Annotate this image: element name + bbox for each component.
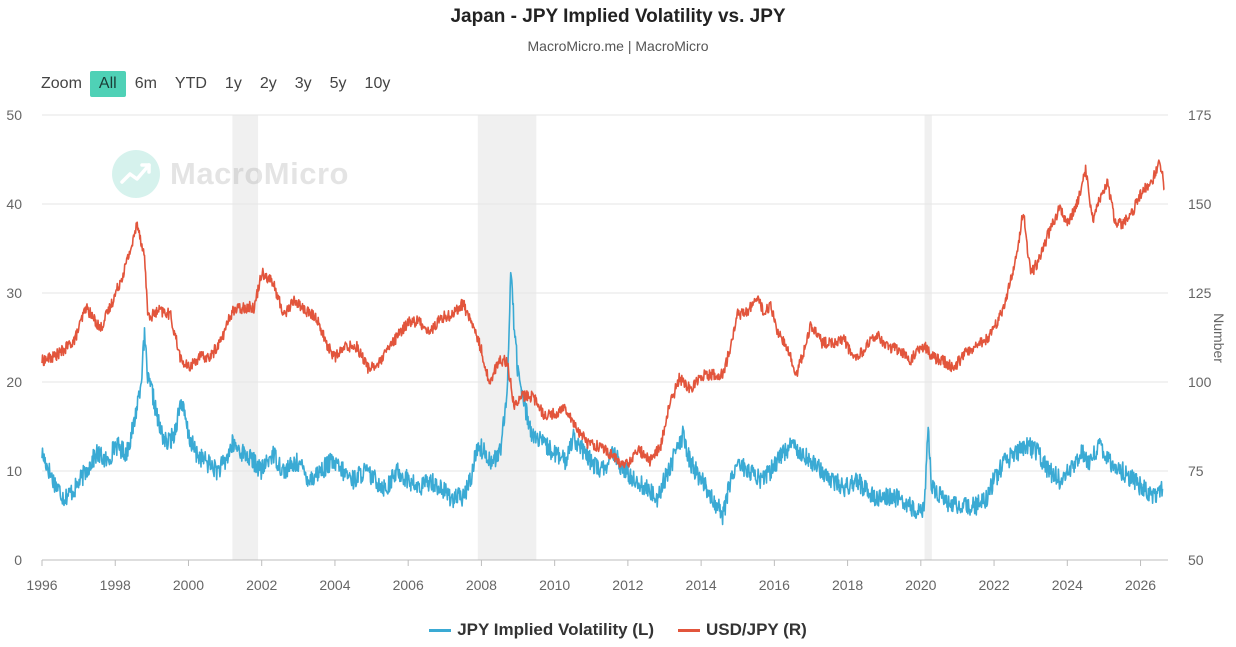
series-line-usd-jpy[interactable]	[41, 159, 1165, 469]
zoom-3y-button[interactable]: 3y	[294, 75, 312, 92]
y-left-tick-label: 40	[6, 196, 22, 212]
x-tick-label: 2016	[759, 577, 790, 593]
y-right-tick-label: 50	[1188, 552, 1204, 568]
legend-label-vol: JPY Implied Volatility (L)	[457, 620, 655, 639]
legend-swatch-vol	[429, 628, 452, 632]
y-right-tick-label: 100	[1188, 374, 1212, 390]
x-tick-label: 2002	[246, 577, 277, 593]
x-tick-label: 2004	[319, 577, 350, 593]
chart-subtitle: MacroMicro.me | MacroMicro	[527, 38, 709, 54]
x-tick-label: 1996	[26, 577, 57, 593]
legend: JPY Implied Volatility (L) USD/JPY (R)	[0, 620, 1236, 640]
zoom-10y-button[interactable]: 10y	[364, 75, 391, 92]
zoom-1y-button[interactable]: 1y	[224, 75, 242, 92]
x-tick-label: 1998	[100, 577, 131, 593]
zoom-6m-button[interactable]: 6m	[134, 75, 157, 92]
x-tick-label: 2010	[539, 577, 570, 593]
legend-item-vol[interactable]: JPY Implied Volatility (L)	[429, 620, 654, 640]
zoom-label: Zoom	[41, 75, 82, 92]
shaded-range-0	[232, 115, 259, 560]
zoom-all-button[interactable]: All	[89, 71, 126, 97]
series-line-jpy-implied-volatility[interactable]	[41, 271, 1164, 526]
zoom-5y-button[interactable]: 5y	[329, 75, 347, 92]
chart-title: Japan - JPY Implied Volatility vs. JPY	[450, 6, 786, 27]
shaded-range-2	[924, 115, 932, 560]
y-left-tick-label: 0	[14, 552, 22, 568]
y-left-tick-label: 10	[6, 463, 22, 479]
y-left-tick-label: 20	[6, 374, 22, 390]
zoom-selector: Zoom All 6m YTD 1y 2y 3y 5y 10y	[41, 70, 399, 98]
y-left-tick-label: 30	[6, 285, 22, 301]
x-tick-label: 2022	[978, 577, 1009, 593]
right-axis-label: Number	[1211, 313, 1227, 363]
legend-label-usdjpy: USD/JPY (R)	[706, 620, 807, 639]
watermark: MacroMicro	[112, 150, 349, 198]
x-tick-label: 2000	[173, 577, 204, 593]
legend-item-usdjpy[interactable]: USD/JPY (R)	[678, 620, 807, 640]
x-tick-label: 2014	[686, 577, 717, 593]
x-tick-label: 2008	[466, 577, 497, 593]
zoom-2y-button[interactable]: 2y	[259, 75, 277, 92]
chart-trend-logo-icon	[112, 150, 160, 198]
x-tick-label: 2026	[1125, 577, 1156, 593]
watermark-text: MacroMicro	[170, 156, 349, 191]
y-left-tick-label: 50	[6, 107, 22, 123]
y-right-tick-label: 75	[1188, 463, 1204, 479]
x-tick-label: 2012	[612, 577, 643, 593]
x-tick-label: 2020	[905, 577, 936, 593]
y-right-tick-label: 125	[1188, 285, 1212, 301]
y-right-tick-label: 150	[1188, 196, 1212, 212]
zoom-ytd-button[interactable]: YTD	[174, 75, 207, 92]
y-right-tick-label: 175	[1188, 107, 1212, 123]
x-tick-label: 2024	[1052, 577, 1083, 593]
legend-swatch-usdjpy	[678, 628, 701, 632]
x-tick-label: 2006	[393, 577, 424, 593]
x-tick-label: 2018	[832, 577, 863, 593]
shaded-range-1	[477, 115, 537, 560]
